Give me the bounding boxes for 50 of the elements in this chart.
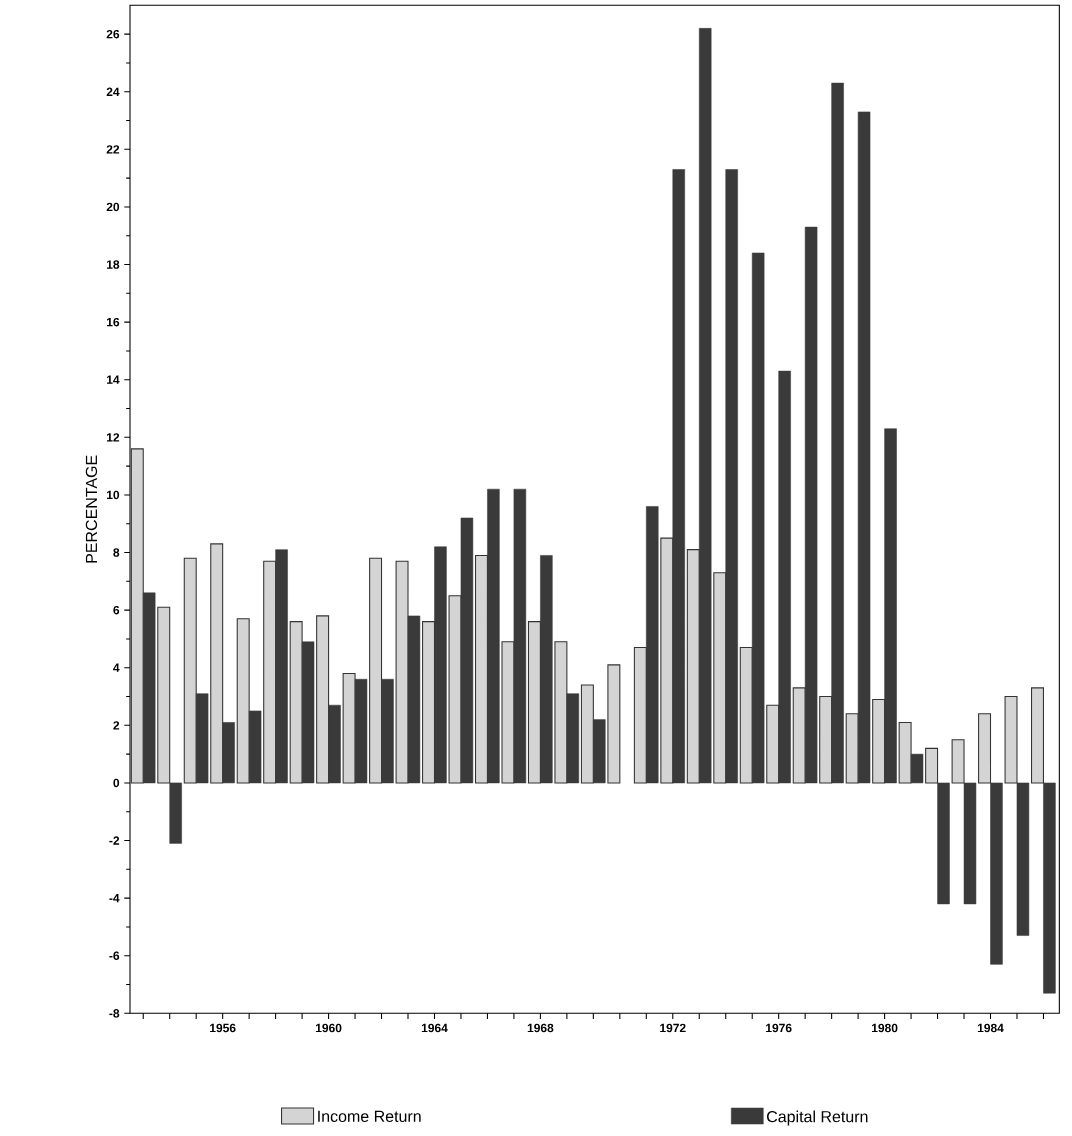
bar xyxy=(633,647,647,784)
y-tick-label: 10 xyxy=(107,490,120,500)
bar xyxy=(978,713,992,784)
bar xyxy=(739,647,753,784)
x-tick-label: 1972 xyxy=(660,1023,686,1033)
y-tick-label: -4 xyxy=(109,894,120,903)
legend-label: Capital Return xyxy=(767,1110,868,1126)
y-tick-label: 2 xyxy=(113,721,120,730)
x-tick-label: 1976 xyxy=(766,1023,792,1033)
x-tick-label: 1956 xyxy=(210,1023,236,1033)
bar xyxy=(766,704,780,784)
y-tick-label: 26 xyxy=(106,29,120,39)
y-tick-label: -8 xyxy=(109,1009,120,1018)
bar xyxy=(1031,687,1044,784)
x-tick-label: 1964 xyxy=(421,1023,448,1033)
bar xyxy=(422,621,436,784)
x-tick-label: 1960 xyxy=(315,1023,342,1033)
legend-label: Income Return xyxy=(318,1110,421,1123)
y-tick-label: 22 xyxy=(106,145,120,154)
y-tick-label: 4 xyxy=(113,663,120,672)
bar xyxy=(686,549,700,784)
bar xyxy=(263,560,277,784)
y-tick-label: -2 xyxy=(109,836,120,845)
bar xyxy=(580,684,594,784)
x-tick-label: 1968 xyxy=(527,1023,554,1033)
y-tick-label: 20 xyxy=(106,202,120,212)
bar xyxy=(474,554,488,784)
bar xyxy=(527,621,541,784)
y-tick-label: 16 xyxy=(107,317,120,327)
x-tick-label: 1980 xyxy=(872,1023,898,1033)
bar xyxy=(792,687,806,784)
y-tick-label: 24 xyxy=(106,87,120,96)
y-axis-title: PERCENTAGE xyxy=(85,455,98,563)
bar xyxy=(210,543,224,784)
y-tick-label: -6 xyxy=(109,951,120,960)
bar xyxy=(819,695,833,784)
bar xyxy=(183,557,197,784)
y-tick-label: 8 xyxy=(113,548,120,557)
bar xyxy=(872,698,886,784)
bar xyxy=(713,572,727,784)
y-tick-label: 0 xyxy=(113,778,120,788)
bar xyxy=(369,557,383,784)
y-tick-label: 18 xyxy=(107,260,120,269)
y-tick-label: 12 xyxy=(107,433,120,442)
bar xyxy=(131,448,144,783)
bar xyxy=(157,606,171,784)
x-tick-label: 1984 xyxy=(977,1023,1004,1033)
bar xyxy=(316,615,330,784)
y-tick-label: 14 xyxy=(107,375,120,384)
y-tick-label: 6 xyxy=(113,605,120,615)
